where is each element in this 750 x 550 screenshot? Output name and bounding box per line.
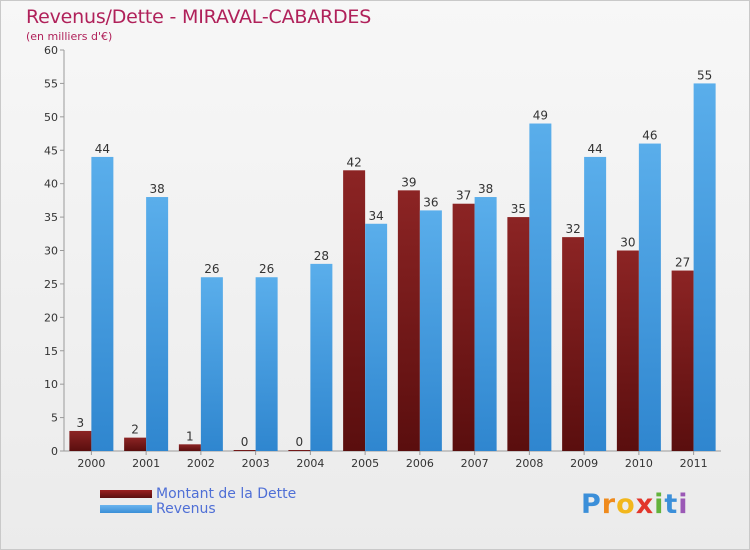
data-label-revenus: 34 (368, 209, 383, 223)
data-label-revenus: 36 (423, 195, 438, 209)
y-tick-label: 25 (44, 278, 58, 291)
legend-label-dette: Montant de la Dette (156, 485, 297, 502)
legend-label-revenus: Revenus (156, 500, 216, 517)
legend-swatch-dette (100, 489, 152, 498)
data-label-dette: 0 (296, 435, 304, 449)
x-axis-ticks: 2000 2001 2002 2003 2004 2005 2006 2007 2008 2009… (77, 451, 708, 470)
bar-dette (288, 450, 311, 451)
bar-revenus (529, 123, 552, 452)
data-labels-group: 3 44 2 38 1 26 0 26 0 28 42 34 39 36 37 38 35 49 32 44 30 46 2… (77, 68, 713, 449)
logo-letter: i (678, 489, 689, 520)
legend-swatch-revenus (100, 504, 152, 513)
bar-revenus (584, 156, 607, 451)
logo-letter: o (616, 489, 636, 520)
bar-dette (343, 170, 366, 452)
data-label-revenus: 44 (95, 142, 110, 156)
proxiti-logo: Proxiti (581, 489, 689, 520)
legend: Montant de la Dette Revenus (100, 485, 297, 517)
x-tick-label: 2004 (296, 457, 324, 470)
data-label-revenus: 26 (204, 262, 219, 276)
bar-dette (616, 250, 639, 451)
data-label-dette: 32 (565, 222, 580, 236)
x-tick-label: 2008 (515, 457, 543, 470)
bar-revenus (419, 210, 442, 451)
x-tick-label: 2001 (132, 457, 160, 470)
bar-revenus (91, 156, 114, 451)
legend-item-dette: Montant de la Dette (100, 485, 297, 502)
chart-title: Revenus/Dette - MIRAVAL-CABARDES (26, 6, 372, 28)
x-tick-label: 2007 (461, 457, 489, 470)
data-label-dette: 0 (241, 435, 249, 449)
logo-letter: x (635, 489, 655, 520)
data-label-revenus: 38 (478, 182, 493, 196)
logo-letter: P (581, 489, 602, 520)
y-tick-label: 35 (44, 211, 58, 224)
y-tick-label: 30 (44, 245, 58, 258)
bar-dette (178, 444, 201, 451)
data-label-dette: 37 (456, 189, 471, 203)
data-label-revenus: 55 (697, 68, 712, 82)
data-label-revenus: 26 (259, 262, 274, 276)
legend-item-revenus: Revenus (100, 500, 296, 517)
bar-revenus (638, 143, 661, 452)
data-label-dette: 27 (675, 256, 690, 270)
data-label-revenus: 38 (149, 182, 164, 196)
data-label-revenus: 28 (314, 249, 329, 263)
data-label-revenus: 49 (533, 109, 548, 123)
data-label-dette: 39 (401, 175, 416, 189)
bar-dette (671, 270, 694, 451)
bar-dette (124, 437, 147, 451)
bar-dette (562, 237, 585, 451)
x-tick-label: 2009 (570, 457, 598, 470)
data-label-revenus: 44 (587, 142, 602, 156)
y-tick-label: 0 (51, 445, 58, 458)
data-label-dette: 3 (77, 416, 85, 430)
y-tick-label: 55 (44, 77, 58, 90)
bar-revenus (474, 197, 497, 451)
y-tick-label: 15 (44, 345, 58, 358)
data-label-dette: 42 (346, 155, 361, 169)
y-tick-label: 20 (44, 311, 58, 324)
bar-revenus (310, 263, 333, 451)
y-tick-label: 60 (44, 44, 58, 57)
data-label-dette: 1 (186, 429, 194, 443)
bar-revenus (365, 223, 388, 451)
bar-revenus (693, 83, 716, 452)
bar-dette (69, 430, 92, 451)
y-tick-label: 50 (44, 111, 58, 124)
bar-revenus (146, 197, 169, 451)
y-tick-label: 40 (44, 178, 58, 191)
x-tick-label: 2006 (406, 457, 434, 470)
bar-revenus (255, 277, 278, 451)
data-label-dette: 35 (511, 202, 526, 216)
y-tick-label: 45 (44, 144, 58, 157)
x-tick-label: 2005 (351, 457, 379, 470)
bar-dette (507, 217, 530, 451)
y-tick-label: 5 (51, 412, 58, 425)
x-tick-label: 2011 (680, 457, 708, 470)
x-tick-label: 2010 (625, 457, 653, 470)
data-label-dette: 2 (131, 423, 139, 437)
y-axis-ticks: 0 5 10 15 20 25 30 35 40 45 50 55 60 (44, 44, 64, 458)
chart-subtitle: (en milliers d'€) (26, 30, 113, 43)
bar-dette (397, 190, 420, 451)
x-tick-label: 2003 (242, 457, 270, 470)
y-tick-label: 10 (44, 378, 58, 391)
bar-dette (452, 203, 475, 451)
logo-letter: i (654, 489, 665, 520)
data-label-revenus: 46 (642, 129, 657, 143)
x-tick-label: 2002 (187, 457, 215, 470)
x-tick-label: 2000 (77, 457, 105, 470)
logo-letter: t (664, 489, 679, 520)
logo-letter: r (601, 489, 617, 520)
bar-dette (233, 450, 256, 451)
bars-group (69, 83, 716, 452)
data-label-dette: 30 (620, 236, 635, 250)
bar-revenus (200, 277, 223, 451)
